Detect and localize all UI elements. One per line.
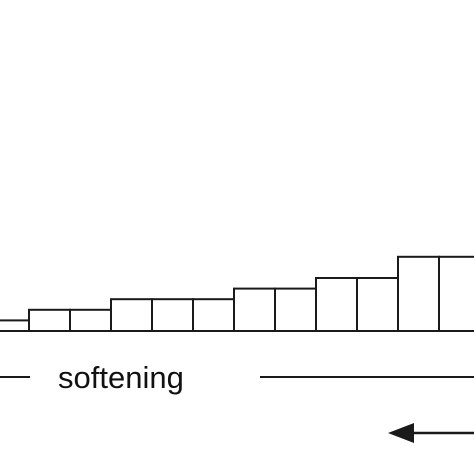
staircase-bar [151, 298, 194, 333]
staircase-bar [69, 308, 112, 332]
staircase-bar [0, 319, 30, 332]
staircase-bar [397, 255, 440, 332]
staircase-bar [233, 287, 276, 333]
staircase-bar [438, 255, 474, 332]
staircase-bars [0, 255, 474, 333]
softening-label: softening [58, 360, 184, 395]
left-arrow-icon [388, 423, 474, 443]
staircase-bar [28, 308, 71, 332]
staircase-bar [110, 298, 153, 333]
staircase-bar [356, 277, 399, 332]
staircase-bar [274, 287, 317, 333]
staircase-bar [192, 298, 235, 333]
staircase-bar [315, 277, 358, 332]
